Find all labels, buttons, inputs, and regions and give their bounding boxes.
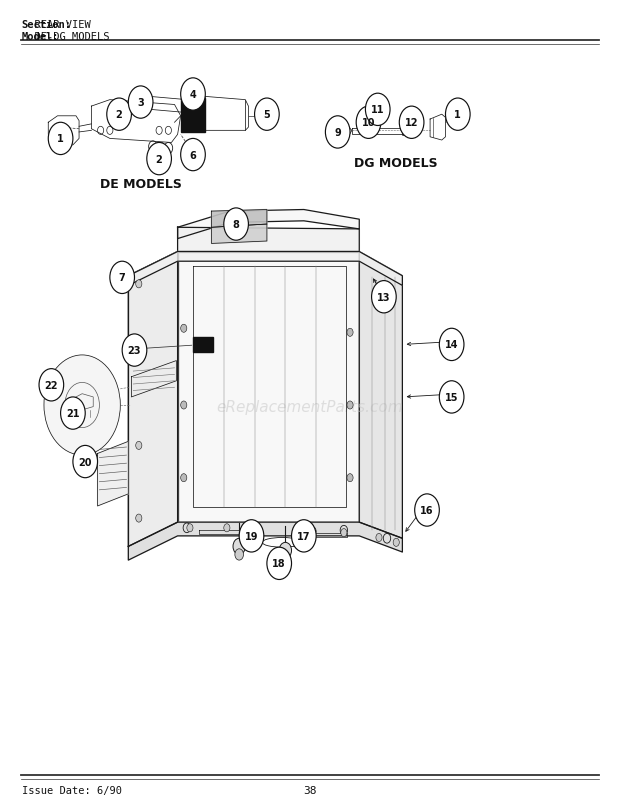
Circle shape [267,547,291,580]
Circle shape [393,539,399,547]
Text: 5: 5 [264,110,270,120]
Text: 19: 19 [245,531,259,541]
Text: Model:: Model: [22,32,60,42]
Circle shape [365,94,390,127]
Circle shape [180,474,187,483]
Text: DE-DG MODELS: DE-DG MODELS [22,32,109,42]
Text: 7: 7 [119,273,125,283]
Circle shape [233,539,246,555]
Polygon shape [193,337,213,352]
Circle shape [224,524,230,532]
Circle shape [147,144,172,175]
Circle shape [347,474,353,483]
Circle shape [180,139,205,171]
Circle shape [279,543,291,559]
Circle shape [136,514,142,522]
Circle shape [48,123,73,156]
Circle shape [371,281,396,314]
Circle shape [224,208,249,241]
Polygon shape [177,210,359,239]
Text: 13: 13 [377,293,391,303]
Text: 15: 15 [445,393,458,402]
Text: 16: 16 [420,505,434,515]
Text: 9: 9 [334,128,341,138]
Circle shape [122,334,147,367]
Circle shape [180,325,187,333]
Circle shape [235,549,244,560]
Circle shape [440,328,464,361]
Circle shape [187,524,193,532]
Circle shape [39,369,64,401]
Text: 23: 23 [128,345,141,356]
Text: 8: 8 [232,220,239,230]
Circle shape [310,527,316,535]
Text: 12: 12 [405,118,418,128]
Circle shape [326,117,350,149]
Polygon shape [211,210,267,228]
Circle shape [180,401,187,410]
Circle shape [347,401,353,410]
Text: 1: 1 [454,110,461,120]
Circle shape [399,107,424,139]
Circle shape [136,442,142,450]
Circle shape [136,281,142,289]
Text: 14: 14 [445,340,458,350]
Circle shape [61,397,85,430]
Polygon shape [97,442,128,506]
Text: 10: 10 [361,118,375,128]
Text: 4: 4 [190,90,197,100]
Text: 21: 21 [66,409,79,418]
Circle shape [275,557,287,573]
Circle shape [73,446,97,478]
Text: 17: 17 [297,531,311,541]
Text: 38: 38 [303,785,317,795]
Circle shape [415,494,440,526]
Polygon shape [211,225,267,244]
Text: DG MODELS: DG MODELS [355,157,438,170]
Text: Section:: Section: [22,19,72,30]
Circle shape [255,99,279,131]
Text: 11: 11 [371,105,384,115]
Polygon shape [177,252,359,522]
Text: 3: 3 [137,98,144,108]
Text: 2: 2 [156,154,162,165]
Circle shape [110,262,135,294]
Polygon shape [359,252,402,539]
Text: 2: 2 [116,110,123,120]
Circle shape [440,381,464,414]
Polygon shape [128,252,402,286]
Text: DE MODELS: DE MODELS [100,178,182,191]
Text: 18: 18 [272,559,286,569]
Circle shape [107,99,131,131]
Circle shape [128,87,153,119]
Circle shape [180,79,205,111]
Circle shape [341,529,347,537]
Circle shape [239,520,264,552]
Text: REAR VIEW: REAR VIEW [22,19,91,30]
Text: 1: 1 [57,135,64,144]
Text: 6: 6 [190,150,197,161]
Polygon shape [128,522,402,560]
Circle shape [376,534,382,542]
Text: 20: 20 [79,457,92,467]
Circle shape [291,520,316,552]
Polygon shape [177,228,359,252]
Polygon shape [128,252,177,547]
Circle shape [347,328,353,337]
Text: 22: 22 [45,380,58,390]
Polygon shape [180,99,205,133]
Circle shape [44,355,120,456]
Text: Issue Date: 6/90: Issue Date: 6/90 [22,785,122,795]
Text: eReplacementParts.com: eReplacementParts.com [216,400,404,414]
Circle shape [356,107,381,139]
Circle shape [446,99,470,131]
